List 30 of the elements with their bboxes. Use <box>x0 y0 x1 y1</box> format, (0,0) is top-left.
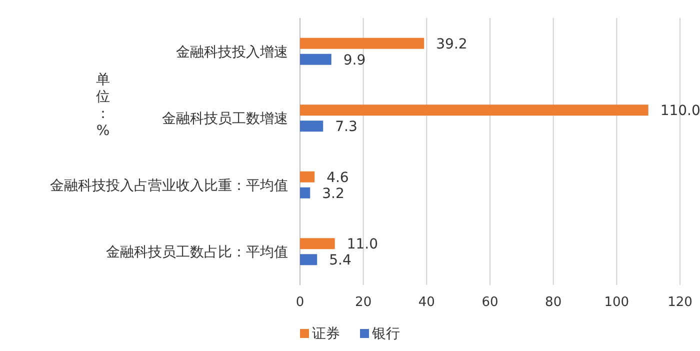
legend-label: 银行 <box>371 326 400 342</box>
y-tick-label: 金融科技投入增速 <box>176 44 288 60</box>
data-label: 11.0 <box>346 236 378 253</box>
data-label: 4.6 <box>326 170 349 186</box>
bar <box>300 120 324 132</box>
data-label: 5.4 <box>329 252 352 269</box>
data-label: 9.9 <box>343 52 366 68</box>
x-tick-label: 120 <box>668 295 692 310</box>
data-label: 39.2 <box>436 36 468 52</box>
bar <box>300 254 318 266</box>
data-label: 7.3 <box>335 119 358 136</box>
data-label: 110.0 <box>660 103 700 120</box>
y-tick-label: 金融科技员工数增速 <box>162 111 288 128</box>
y-tick-label: 金融科技员工数占比：平均值 <box>106 244 288 261</box>
bar <box>300 38 424 49</box>
bar <box>300 54 332 65</box>
x-tick-label: 40 <box>418 295 435 310</box>
bar <box>300 171 315 182</box>
bar <box>300 238 335 250</box>
x-tick-label: 80 <box>545 295 562 310</box>
x-tick-label: 60 <box>482 295 498 310</box>
x-tick-label: 20 <box>355 295 372 310</box>
y-axis-title: 单位：% <box>96 72 110 139</box>
bar <box>300 104 648 116</box>
data-label: 3.2 <box>322 186 344 202</box>
bar <box>300 187 310 198</box>
x-tick-label: 100 <box>604 295 630 310</box>
y-tick-label: 金融科技投入占营业收入比重：平均值 <box>50 178 288 194</box>
x-tick-label: 0 <box>296 295 304 310</box>
legend-label: 证券 <box>312 326 340 342</box>
